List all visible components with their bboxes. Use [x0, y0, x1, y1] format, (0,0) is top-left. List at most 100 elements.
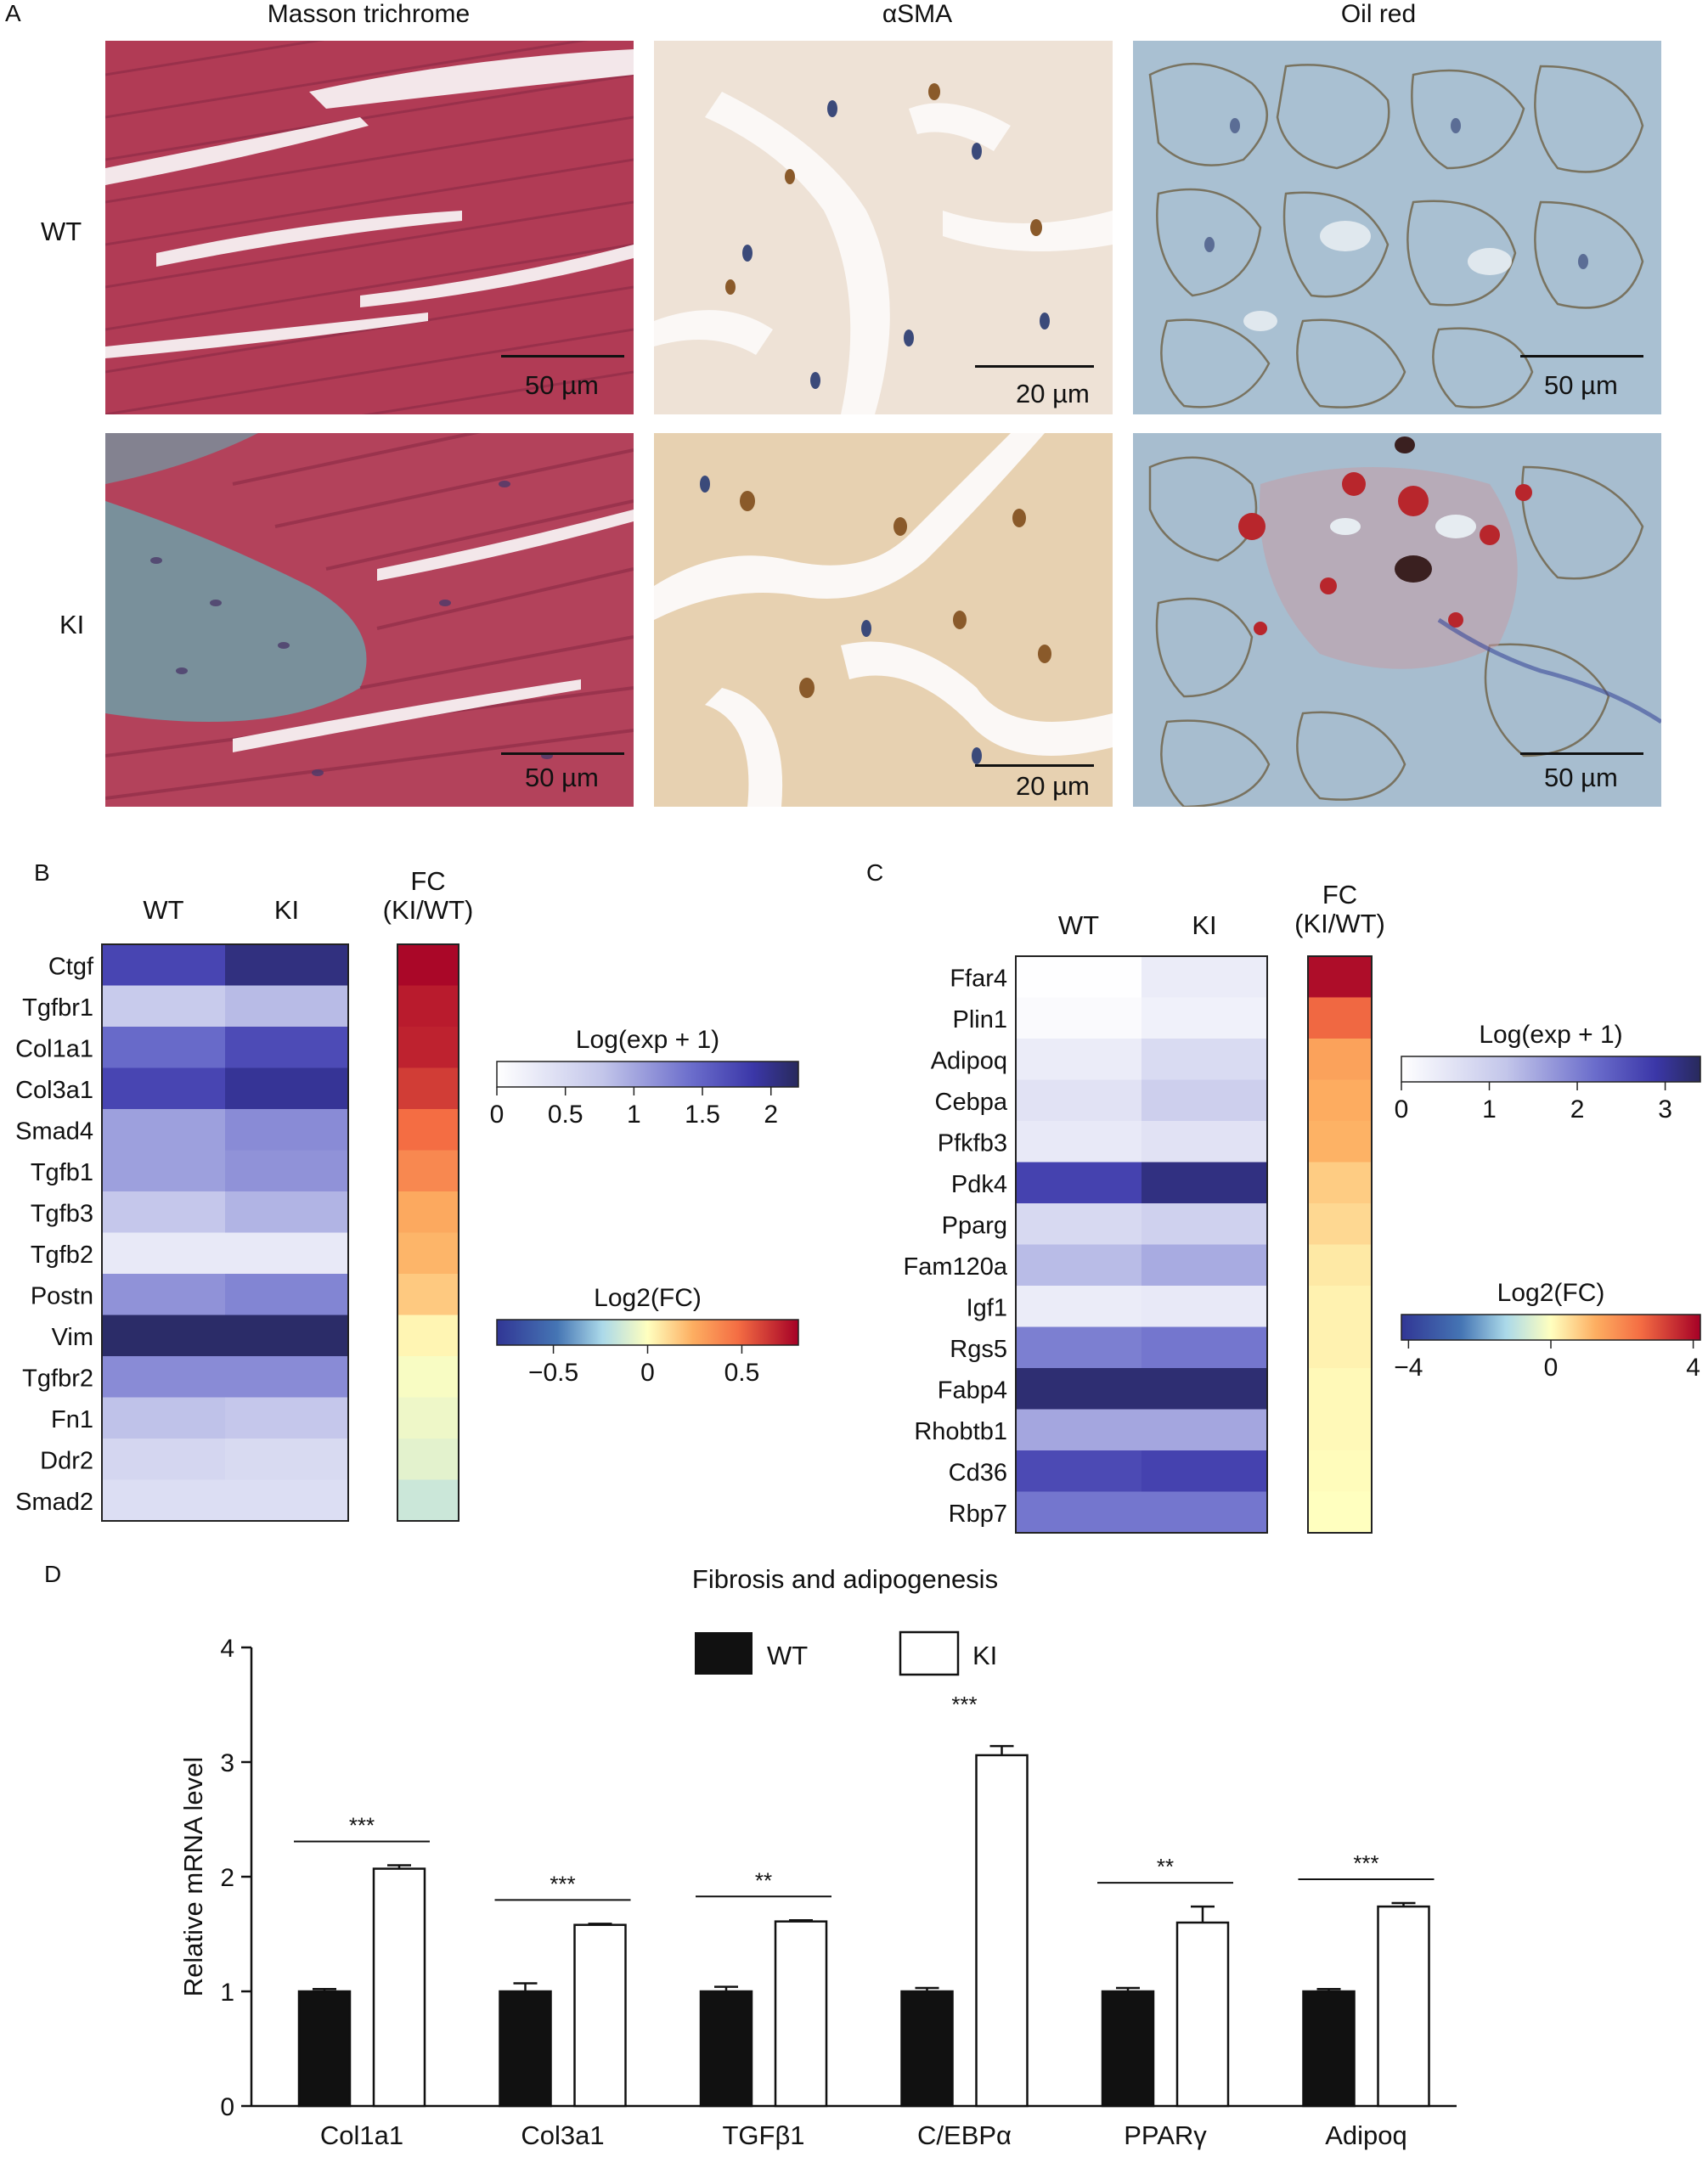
micrograph-ki-oil-red — [1133, 433, 1661, 807]
heatmap-cell — [1016, 1244, 1141, 1286]
heatmap-row-label: Postn — [31, 1282, 93, 1309]
heatmap-cell — [225, 1027, 348, 1068]
scale-bar-wt-asma — [975, 365, 1094, 368]
fc-cell — [1308, 1162, 1372, 1203]
scale-label-wt-asma: 20 µm — [1016, 379, 1090, 408]
y-tick-label: 1 — [220, 1979, 234, 2007]
fc-legend-tick-label: 0.5 — [724, 1359, 760, 1387]
heatmap-cell — [102, 1191, 225, 1233]
bar-wt — [1101, 1990, 1155, 2108]
bar-ki — [573, 1923, 627, 2108]
heatmap-cell — [1016, 997, 1141, 1039]
heatmap-row-label: Tgfb3 — [31, 1200, 93, 1227]
fc-legend-bar — [496, 1319, 799, 1346]
micrograph-wt-asma — [654, 41, 1113, 414]
fc-cell — [1308, 956, 1372, 998]
fc-cell — [397, 1232, 459, 1274]
fc-legend-tick-label: −0.5 — [528, 1359, 578, 1387]
fc-cell — [1308, 1203, 1372, 1245]
heatmap-cell — [1016, 1079, 1141, 1121]
scale-bar-wt-masson — [501, 355, 624, 358]
heatmap-row-label: Smad4 — [15, 1118, 93, 1145]
heatmap-column-label: KI — [274, 895, 299, 925]
expr-legend-tick-label: 1 — [1482, 1095, 1497, 1123]
expr-legend-tick-label: 0.5 — [548, 1101, 583, 1129]
scale-label-ki-asma: 20 µm — [1016, 771, 1090, 801]
heatmap-cell — [1141, 1121, 1267, 1163]
fc-cell — [397, 1067, 459, 1109]
scale-bar-ki-asma — [975, 764, 1094, 767]
heatmap-cell — [225, 1479, 348, 1521]
significance-label: ** — [755, 1867, 772, 1893]
fc-legend-title: Log2(FC) — [1497, 1279, 1605, 1307]
fc-cell — [1308, 1326, 1372, 1368]
fc-cell — [1308, 1409, 1372, 1450]
heatmap-row-label: Pfkfb3 — [938, 1129, 1007, 1157]
expr-legend-tick-label: 3 — [1658, 1095, 1672, 1123]
heatmap-cell — [225, 1109, 348, 1151]
fc-cell — [1308, 1244, 1372, 1286]
heatmap-row-label: Tgfbr1 — [22, 994, 93, 1022]
fc-cell — [397, 1027, 459, 1068]
x-tick-label: Col1a1 — [320, 2120, 403, 2150]
bar-ki — [1175, 1921, 1230, 2108]
heatmap-cell — [1016, 1409, 1141, 1450]
expr-legend-title: Log(exp + 1) — [1479, 1021, 1622, 1049]
scale-label-wt-oil: 50 µm — [1544, 370, 1618, 400]
bar-ki — [1377, 1905, 1430, 2108]
heatmap-row-label: Plin1 — [953, 1006, 1008, 1033]
significance-label: ** — [1157, 1854, 1174, 1879]
legend-label-wt: WT — [767, 1641, 808, 1670]
heatmap-cell — [102, 1109, 225, 1151]
bar-ki — [975, 1754, 1029, 2108]
fc-legend-tick-label: 4 — [1686, 1354, 1700, 1382]
heatmap-c: WT KI Ffar4 Plin1 Adipoq Cebpa Pfkfb3 Pdk4 Pparg… — [903, 880, 1701, 1534]
heatmap-cell — [1016, 1162, 1141, 1203]
heatmap-cell — [1016, 1491, 1141, 1533]
heatmap-row-label: Rgs5 — [950, 1336, 1007, 1363]
fc-cell — [1308, 997, 1372, 1039]
heatmap-cell — [102, 985, 225, 1027]
heatmap-b: WT KI Ctgf Tgfbr1 Col1a1 Col3a1 Smad4 Tgfb1 Tgfb… — [15, 866, 799, 1522]
heatmap-cell — [225, 944, 348, 986]
fc-title: (KI/WT) — [383, 895, 474, 925]
fc-cell — [397, 1274, 459, 1315]
fc-legend-bar — [1401, 1314, 1701, 1341]
heatmap-cell — [1141, 1079, 1267, 1121]
heatmap-row-label: Igf1 — [967, 1294, 1007, 1321]
significance-label: *** — [951, 1692, 977, 1717]
heatmap-cell — [1016, 1368, 1141, 1410]
fc-cell — [397, 1150, 459, 1191]
fc-cell — [1308, 1450, 1372, 1492]
heatmap-column-label: KI — [1192, 910, 1216, 940]
fc-border — [397, 943, 459, 1522]
y-tick-label: 2 — [220, 1864, 234, 1892]
expr-legend-tick-label: 2 — [764, 1101, 778, 1129]
expr-legend-tick-label: 2 — [1570, 1095, 1585, 1123]
heatmap-row-label: Ctgf — [48, 953, 94, 980]
expr-legend-title: Log(exp + 1) — [576, 1026, 719, 1054]
bar-chart-d: Fibrosis and adipogenesis Relative mRNA l… — [178, 1564, 1457, 2150]
column-title-oil-red: Oil red — [1340, 0, 1417, 28]
scale-label-ki-masson: 50 µm — [525, 763, 599, 792]
heatmap-cell — [102, 1067, 225, 1109]
heatmap-cell — [102, 1274, 225, 1315]
heatmap-row-label: Rhobtb1 — [914, 1418, 1007, 1445]
bar-wt — [900, 1990, 954, 2108]
x-tick-label: PPARγ — [1124, 2120, 1207, 2150]
heatmap-row-label: Pparg — [942, 1212, 1007, 1239]
fc-legend-tick-label: 0 — [640, 1359, 655, 1387]
fc-cell — [397, 1315, 459, 1356]
fc-cell — [397, 1109, 459, 1151]
heatmap-cell — [1141, 1203, 1267, 1245]
fc-border — [1307, 955, 1373, 1534]
fc-cell — [1308, 1491, 1372, 1533]
significance-label: *** — [1353, 1850, 1378, 1876]
heatmap-cell — [1016, 1121, 1141, 1163]
panel-a-letter: A — [5, 0, 21, 26]
heatmap-border — [101, 943, 349, 1522]
bar-wt — [699, 1990, 753, 2108]
fc-cell — [397, 1397, 459, 1439]
heatmap-row-label: Ffar4 — [950, 965, 1007, 992]
significance-label: *** — [550, 1871, 575, 1896]
